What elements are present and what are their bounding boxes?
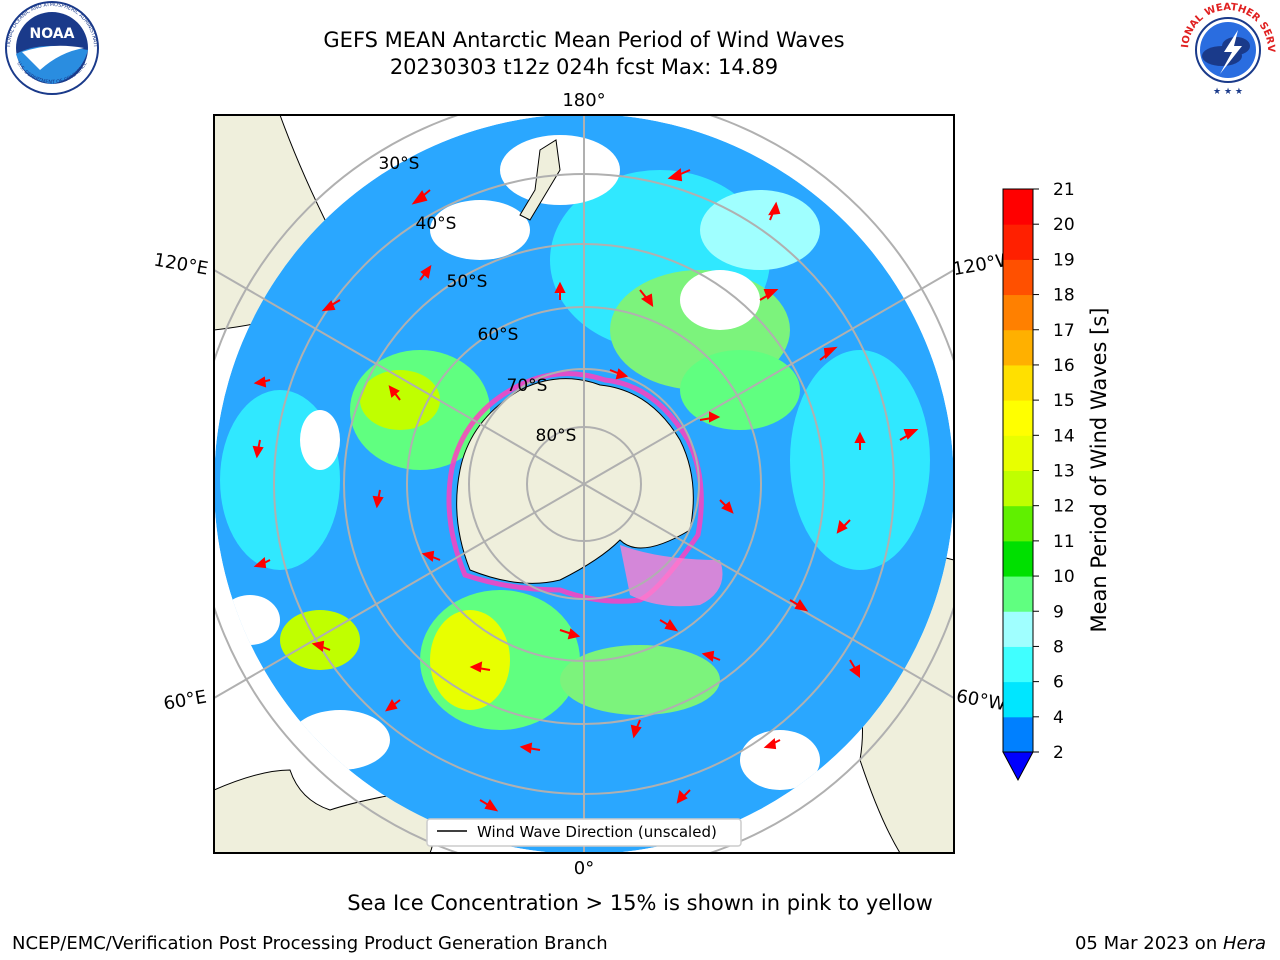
map-content xyxy=(214,115,954,853)
colorbar-label: Mean Period of Wind Waves [s] xyxy=(1087,308,1111,633)
map-border xyxy=(213,114,955,854)
colorbar-tick-label: 19 xyxy=(1053,250,1075,270)
colorbar-tick-label: 2 xyxy=(1053,743,1064,763)
colorbar-segment xyxy=(1003,329,1033,366)
colorbar-segment xyxy=(1003,681,1033,718)
sea-ice-edge xyxy=(446,371,704,604)
colorbar-tick-label: 20 xyxy=(1053,215,1075,235)
lon-label-180: 180° xyxy=(562,90,605,111)
nws-logo: NATIONAL WEATHER SERVICE ★ ★ ★ xyxy=(1176,0,1276,97)
land-new-zealand xyxy=(519,139,561,221)
map-title: GEFS MEAN Antarctic Mean Period of Wind … xyxy=(323,28,845,52)
arrow-legend: Wind Wave Direction (unscaled) xyxy=(426,818,742,847)
colorbar-segment xyxy=(1003,400,1033,436)
lon-label-120e: 120°E xyxy=(152,249,210,279)
colorbar-extend-triangle xyxy=(1002,751,1034,782)
colorbar-tick-label: 16 xyxy=(1053,356,1075,376)
colorbar-tick-label: 18 xyxy=(1053,286,1075,306)
lat-label-70s: 70°S xyxy=(507,376,548,396)
noaa-logo: NOAA NATIONAL OCEANIC AND ATMOSPHERIC AD… xyxy=(0,0,99,95)
colorbar-segment xyxy=(1003,435,1033,471)
noaa-logo-text: NOAA xyxy=(30,26,75,42)
colorbar-tick-label: 8 xyxy=(1053,637,1064,657)
colorbar-tick-label: 17 xyxy=(1053,321,1075,341)
map-subtitle-forecast: 20230303 t12z 024h fcst Max: 14.89 xyxy=(389,55,779,79)
colorbar-segment xyxy=(1003,189,1033,225)
colorbar-segment xyxy=(1003,540,1033,577)
colorbar-segment xyxy=(1003,294,1033,331)
lat-label-40s: 40°S xyxy=(416,214,457,234)
colorbar-tick-label: 15 xyxy=(1053,391,1075,411)
colorbar-tick-label: 10 xyxy=(1053,567,1075,587)
colorbar-segment xyxy=(1003,364,1033,401)
colorbar-tick-label: 9 xyxy=(1053,602,1064,622)
colorbar-segment xyxy=(1003,611,1033,647)
colorbar: 2 4 6 8 9 10 11 12 13 14 15 16 17 18 19 20 21 xyxy=(1002,180,1075,782)
colorbar-segment xyxy=(1003,576,1033,612)
date-text: 05 Mar 2023 on Hera xyxy=(1075,933,1266,954)
date-value: 05 Mar 2023 on xyxy=(1074,933,1223,954)
colorbar-segment xyxy=(1003,259,1033,296)
lon-label-0: 0° xyxy=(574,858,594,879)
lon-label-60w: 60°W xyxy=(955,686,1008,715)
legend-label: Wind Wave Direction (unscaled) xyxy=(477,823,717,841)
colorbar-tick-label: 4 xyxy=(1053,708,1064,728)
lon-label-60e: 60°E xyxy=(162,686,208,714)
colorbar-segment xyxy=(1003,505,1033,542)
colorbar-tick-label: 12 xyxy=(1053,497,1075,517)
colorbar-segment xyxy=(1003,646,1033,683)
wind-wave-arrows xyxy=(252,168,919,812)
lat-label-30s: 30°S xyxy=(379,154,420,174)
credit-text: NCEP/EMC/Verification Post Processing Pr… xyxy=(12,933,608,954)
lat-label-60s: 60°S xyxy=(478,325,519,345)
colorbar-tick-label: 13 xyxy=(1053,462,1075,482)
lat-label-50s: 50°S xyxy=(447,272,488,292)
colorbar-tick-label: 21 xyxy=(1053,180,1075,200)
colorbar-segment xyxy=(1003,224,1033,260)
host-name: Hera xyxy=(1222,933,1266,954)
land-antarctica xyxy=(456,378,694,584)
colorbar-tick-label: 14 xyxy=(1053,426,1075,446)
sea-ice-note: Sea Ice Concentration > 15% is shown in … xyxy=(347,891,933,915)
colorbar-segment xyxy=(1003,716,1033,753)
colorbar-segment xyxy=(1003,470,1033,507)
lat-label-80s: 80°S xyxy=(536,426,577,446)
svg-text:★ ★ ★: ★ ★ ★ xyxy=(1213,87,1243,97)
colorbar-tick-label: 11 xyxy=(1053,532,1075,552)
colorbar-tick-label: 6 xyxy=(1053,673,1064,693)
sea-ice-pack xyxy=(620,545,723,607)
graticule xyxy=(214,115,954,853)
